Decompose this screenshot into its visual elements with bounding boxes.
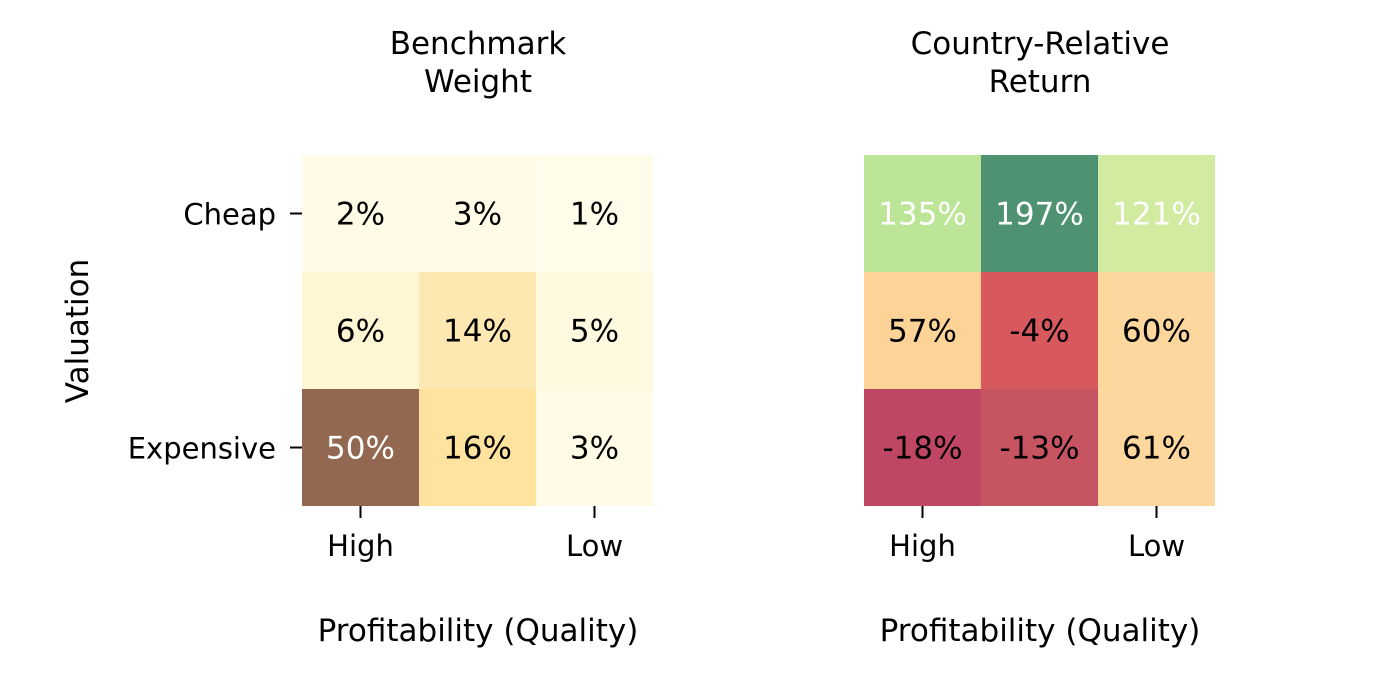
cell-value-label: 50%: [326, 431, 395, 467]
panel-benchmark-weight: Benchmark Weight 2% 3% 1% 6% 14% 5% 50% 16% 3% H…: [60, 26, 653, 649]
heatmap-cell: [981, 389, 1098, 506]
title-line-2: Weight: [424, 64, 532, 100]
cell-value-label: 5%: [570, 314, 619, 350]
cell-value-label: 57%: [888, 314, 957, 350]
heatmap-cell-labels: 135% 197% 121% 57% -4% 60% -18% -13% 61%: [878, 197, 1201, 467]
cell-value-label: 1%: [570, 197, 619, 233]
cell-value-label: 6%: [336, 314, 385, 350]
x-ticks: High Low: [327, 506, 623, 563]
heatmap-cell: [1098, 155, 1215, 272]
cell-value-label: 197%: [995, 197, 1084, 233]
y-ticks: Cheap Expensive: [128, 198, 302, 466]
heatmap-cell: [302, 155, 419, 272]
heatmap-cell: [419, 389, 536, 506]
cell-value-label: 135%: [878, 197, 967, 233]
x-tick-label: Low: [566, 529, 623, 563]
panel-country-relative-return: Country-Relative Return 135% 197% 121% 57% -…: [864, 26, 1215, 649]
cell-value-label: 61%: [1122, 431, 1191, 467]
y-axis-label: Valuation: [60, 259, 96, 403]
heatmap-cell: [536, 272, 653, 389]
cell-value-label: 14%: [443, 314, 512, 350]
cell-value-label: 3%: [570, 431, 619, 467]
cell-value-label: -18%: [882, 431, 962, 467]
heatmap-cell: [864, 155, 981, 272]
heatmap-cell: [536, 155, 653, 272]
y-tick-label: Cheap: [183, 198, 276, 232]
heatmap-cell: [419, 155, 536, 272]
heatmap-cell: [981, 272, 1098, 389]
heatmap-cell: [1098, 272, 1215, 389]
x-axis-label: Profitability (Quality): [880, 613, 1201, 649]
y-tick-label: Expensive: [128, 432, 276, 466]
x-tick-label: Low: [1128, 529, 1185, 563]
heatmap-cells: [864, 155, 1215, 506]
cell-value-label: 121%: [1112, 197, 1201, 233]
heatmap-cell-labels: 2% 3% 1% 6% 14% 5% 50% 16% 3%: [326, 197, 619, 467]
heatmap-cell: [536, 389, 653, 506]
title-line-1: Country-Relative: [911, 26, 1170, 62]
title-line-2: Return: [989, 64, 1092, 100]
x-axis-label: Profitability (Quality): [318, 613, 639, 649]
heatmap-cell: [1098, 389, 1215, 506]
x-tick-label: High: [889, 529, 956, 563]
heatmap-cells: [302, 155, 653, 506]
heatmap-cell: [419, 272, 536, 389]
x-tick-label: High: [327, 529, 394, 563]
title-line-1: Benchmark: [390, 26, 567, 62]
cell-value-label: 3%: [453, 197, 502, 233]
x-ticks: High Low: [889, 506, 1185, 563]
heatmap-cell: [864, 272, 981, 389]
cell-value-label: 2%: [336, 197, 385, 233]
heatmap-cell: [981, 155, 1098, 272]
cell-value-label: 60%: [1122, 314, 1191, 350]
cell-value-label: 16%: [443, 431, 512, 467]
heatmap-cell: [864, 389, 981, 506]
cell-value-label: -13%: [999, 431, 1079, 467]
heatmap-cell: [302, 272, 419, 389]
cell-value-label: -4%: [1009, 314, 1069, 350]
heatmap-cell: [302, 389, 419, 506]
